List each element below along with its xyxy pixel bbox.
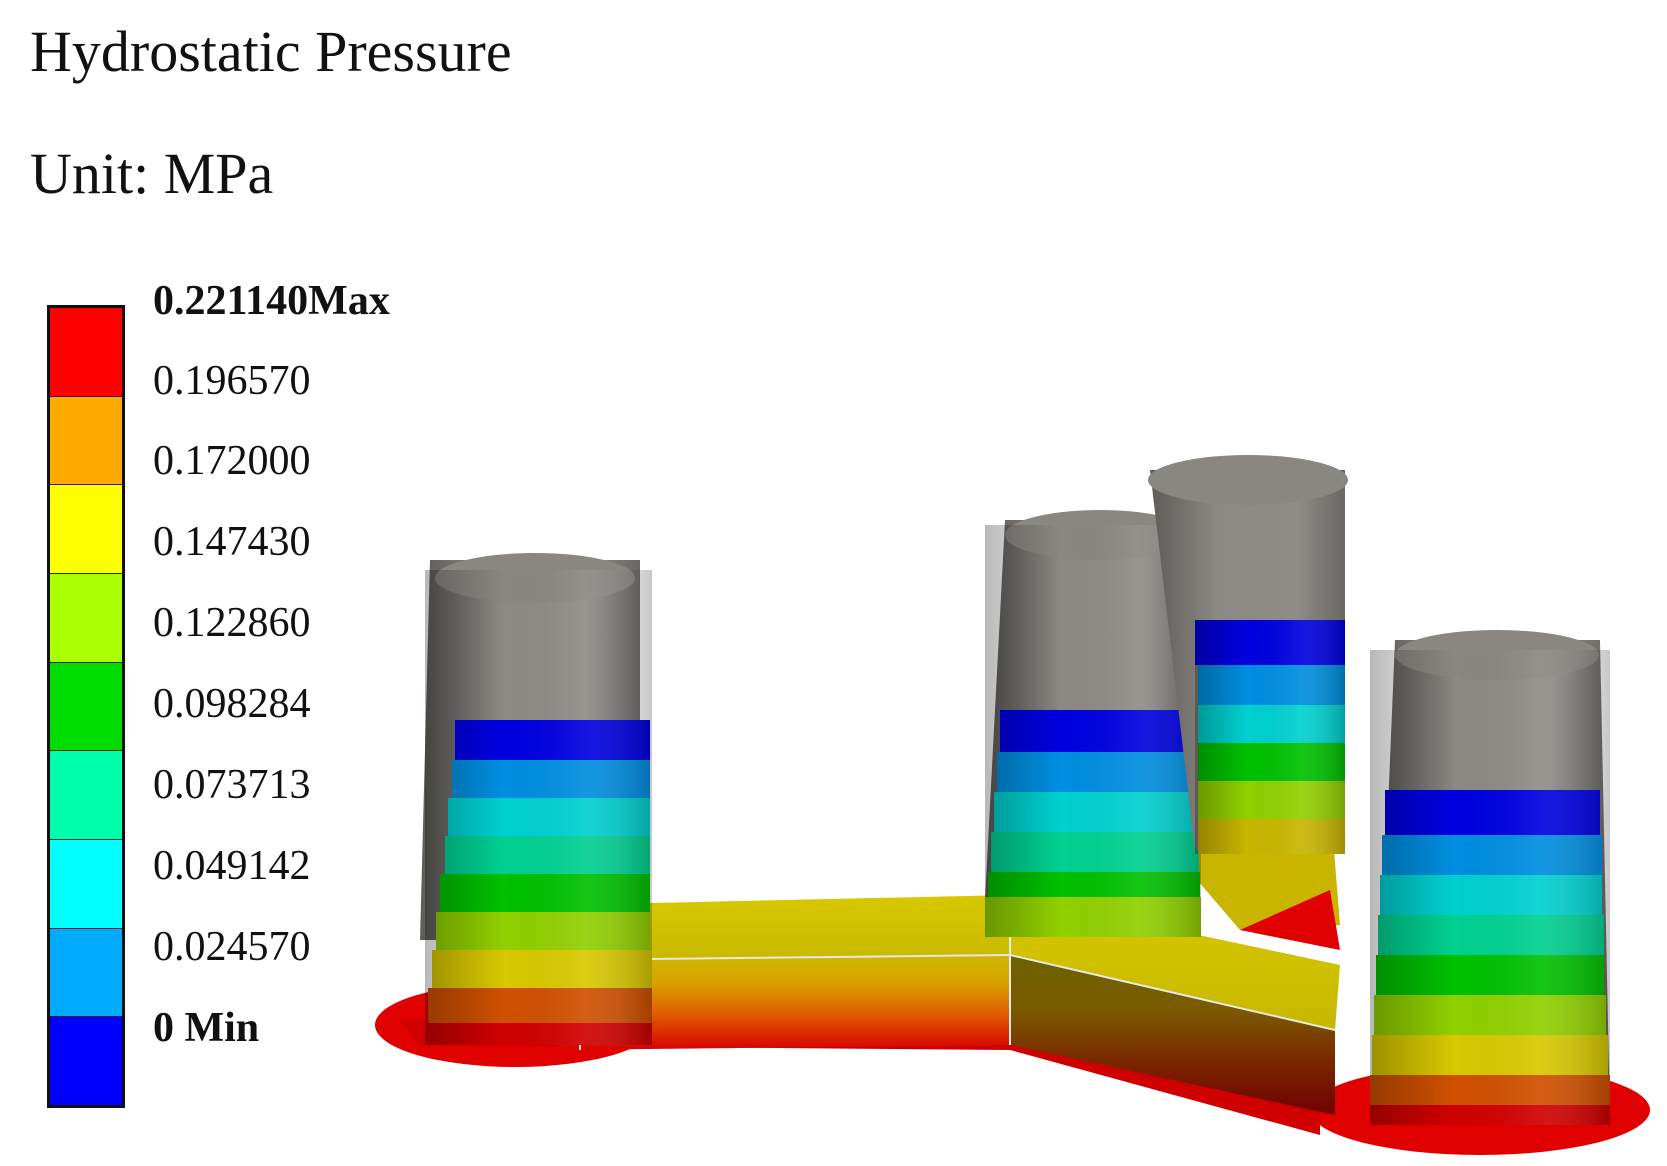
column-right: [1370, 630, 1610, 1125]
legend-color-segment: [50, 574, 122, 663]
legend-value-label: 0.172000: [153, 438, 311, 484]
legend-value-label: 0.073713: [153, 762, 311, 808]
legend-color-segment: [50, 1017, 122, 1106]
legend-color-segment: [50, 485, 122, 575]
legend-value-label: 0.024570: [153, 924, 311, 970]
legend-max-label: 0.221140Max: [153, 278, 390, 324]
unit-label: Unit: MPa: [30, 141, 274, 206]
legend-value-label: 0.049142: [153, 843, 311, 889]
column-middle: [985, 510, 1201, 937]
legend-color-segment: [50, 308, 122, 397]
color-legend-bar: [47, 305, 125, 1108]
legend-color-segment: [50, 928, 122, 1018]
legend-value-label: 0.196570: [153, 358, 311, 404]
legend-color-segment: [50, 840, 122, 929]
legend-color-segment: [50, 751, 122, 841]
legend-color-segment: [50, 396, 122, 486]
legend-color-segment: [50, 662, 122, 752]
figure-title: Hydrostatic Pressure: [30, 19, 512, 84]
column-left: [420, 553, 652, 1045]
legend-value-label: 0.098284: [153, 681, 311, 727]
legend-value-label: 0.122860: [153, 600, 311, 646]
column-back: [1148, 455, 1348, 854]
legend-min-label: 0 Min: [153, 1005, 260, 1051]
legend-value-label: 0.147430: [153, 519, 311, 565]
